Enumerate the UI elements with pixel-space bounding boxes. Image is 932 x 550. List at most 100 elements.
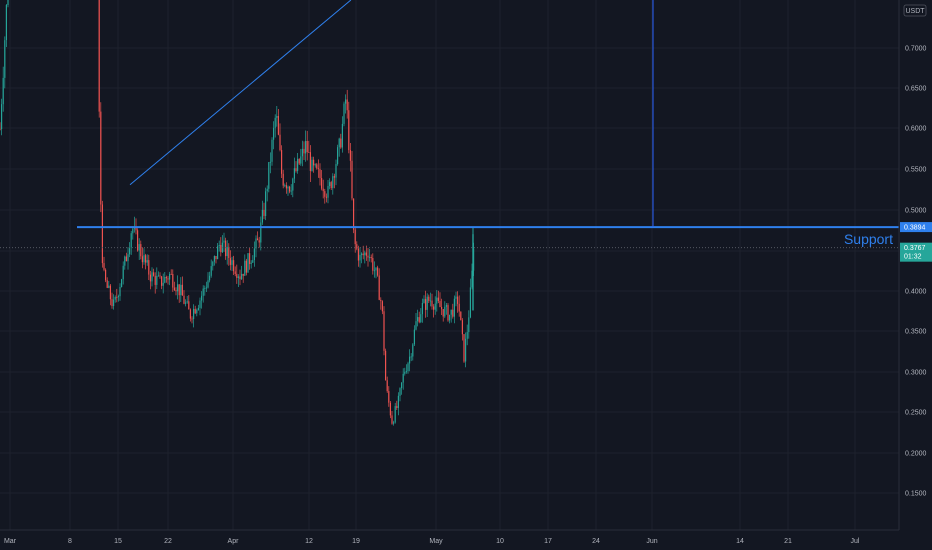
last-price-tag	[900, 242, 932, 262]
candle-body	[316, 164, 318, 169]
candle-body	[125, 256, 127, 262]
candle-body	[113, 299, 115, 306]
candle-body	[268, 162, 270, 189]
candle-body	[397, 395, 399, 408]
candle-body	[471, 270, 473, 288]
candle-body	[383, 311, 385, 351]
candle-body	[389, 402, 391, 416]
candle-body	[209, 275, 211, 281]
candle-body	[365, 252, 367, 256]
candle-body	[391, 415, 393, 424]
candle-body	[329, 182, 331, 186]
candle-body	[417, 317, 419, 322]
candle-body	[266, 188, 268, 192]
candle-body	[137, 230, 139, 251]
candle-body	[412, 344, 414, 357]
candle-body	[276, 116, 278, 118]
candle-body	[396, 406, 398, 408]
candle-body	[172, 274, 174, 288]
candle-body	[167, 278, 169, 280]
candle-body	[138, 244, 140, 251]
y-tick-label: 0.1500	[905, 491, 927, 498]
candle-body	[327, 186, 329, 198]
candle-body	[447, 305, 449, 321]
candle-body	[377, 267, 379, 276]
candle-body	[117, 296, 119, 298]
candle-body	[162, 282, 164, 286]
candle-body	[0, 128, 1, 130]
candle-body	[161, 276, 163, 286]
y-tick-label: 0.7000	[905, 46, 927, 53]
candle-body	[431, 300, 433, 307]
candle-body	[242, 273, 244, 276]
candle-body	[253, 248, 255, 260]
candle-body	[183, 295, 185, 304]
candle-body	[260, 222, 262, 243]
candle-body	[457, 296, 459, 304]
candle-body	[111, 299, 113, 306]
candle-body	[173, 287, 175, 291]
currency-badge[interactable]: USDT	[903, 4, 927, 17]
candle-body	[332, 176, 334, 188]
candle-body	[196, 309, 198, 314]
candle-body	[353, 198, 355, 230]
candle-body	[151, 272, 153, 282]
candle-body	[313, 159, 315, 166]
last-price-tag-label: 0.3767	[904, 245, 926, 252]
candle-body	[466, 332, 468, 339]
candle-body	[439, 301, 441, 307]
candle-body	[393, 422, 395, 424]
support-price-tag-label: 0.3894	[904, 225, 926, 232]
candle-body	[401, 382, 403, 389]
candle-body	[298, 158, 300, 164]
candle-body	[213, 256, 215, 262]
candle-body	[343, 103, 345, 124]
candle-body	[361, 253, 363, 255]
candle-body	[247, 253, 249, 273]
candle-body	[229, 258, 231, 265]
candle-body	[433, 306, 435, 310]
y-tick-label: 0.5500	[905, 167, 927, 174]
trendline[interactable]	[129, 0, 352, 186]
candle-body	[319, 169, 321, 179]
y-tick-label: 0.2000	[905, 451, 927, 458]
candle-body	[100, 111, 102, 205]
candle-body	[450, 309, 452, 315]
chart-grid	[0, 0, 899, 530]
candle-body	[170, 273, 172, 275]
candle-body	[108, 285, 110, 288]
x-tick-label: 24	[592, 538, 600, 545]
y-tick-label: 0.2500	[905, 410, 927, 417]
candle-body	[295, 168, 297, 171]
candle-body	[103, 263, 105, 270]
candle-body	[305, 141, 307, 154]
countdown-label: 01:32	[904, 254, 922, 261]
candle-body	[289, 186, 291, 192]
candle-body	[442, 309, 444, 317]
candle-body	[317, 168, 319, 170]
x-tick-label: Jul	[851, 538, 860, 545]
candle-body	[175, 290, 177, 292]
candle-body	[399, 388, 401, 396]
candle-body	[258, 240, 260, 243]
candle-body	[378, 275, 380, 300]
candle-body	[1, 104, 3, 130]
candle-body	[245, 260, 247, 273]
candle-body	[274, 117, 276, 128]
candle-body	[106, 280, 108, 288]
candle-body	[273, 127, 275, 140]
candle-body	[250, 262, 252, 264]
time-axis[interactable]: Mar 8 15 22 Apr 12 19 May 10 17 24 Jun 14 21 Jul	[4, 538, 860, 545]
candle-body	[135, 226, 137, 231]
candle-body	[180, 284, 182, 296]
candle-body	[212, 261, 214, 267]
candle-body	[145, 255, 147, 263]
candle-body	[210, 266, 212, 276]
candle-body	[130, 233, 132, 248]
y-tick-label: 0.4000	[905, 289, 927, 296]
candle-body	[119, 287, 121, 297]
candle-body	[116, 297, 118, 298]
